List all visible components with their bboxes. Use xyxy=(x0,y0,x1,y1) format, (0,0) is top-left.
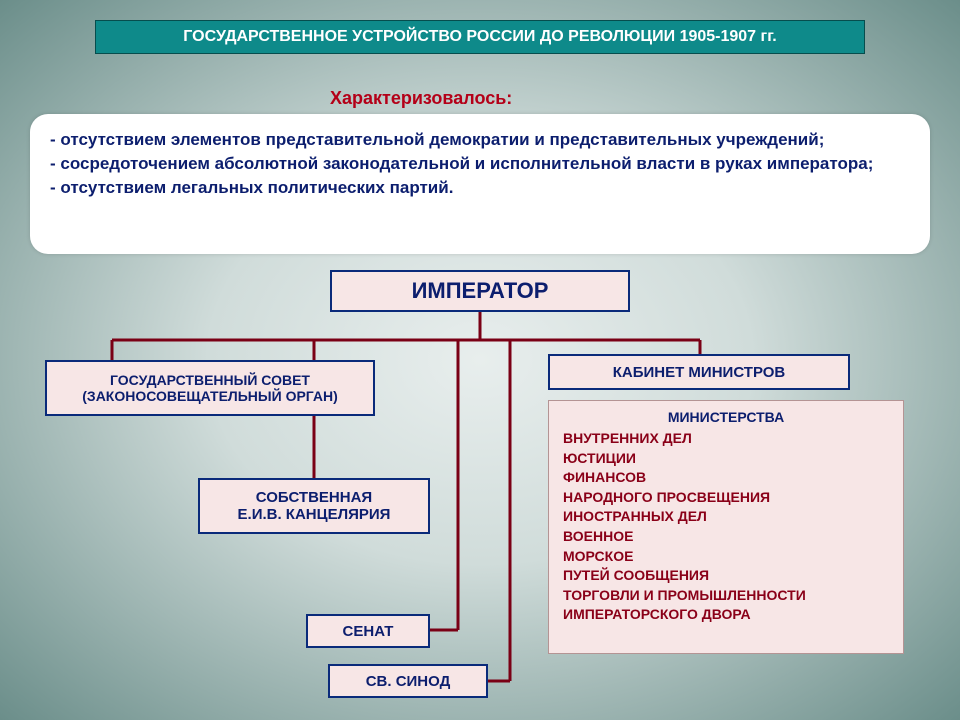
ministries-box: МИНИСТЕРСТВА ВНУТРЕННИХ ДЕЛЮСТИЦИИФИНАНС… xyxy=(548,400,904,654)
node-label: СВ. СИНОД xyxy=(366,673,451,690)
node-label: ГОСУДАРСТВЕННЫЙ СОВЕТ xyxy=(110,372,310,388)
ministries-list: ВНУТРЕННИХ ДЕЛЮСТИЦИИФИНАНСОВНАРОДНОГО П… xyxy=(563,429,889,625)
ministry-item: ИМПЕРАТОРСКОГО ДВОРА xyxy=(563,605,889,625)
node-chancery: СОБСТВЕННАЯЕ.И.В. КАНЦЕЛЯРИЯ xyxy=(198,478,430,534)
title-banner: ГОСУДАРСТВЕННОЕ УСТРОЙСТВО РОССИИ ДО РЕВ… xyxy=(95,20,865,54)
node-label: ИМПЕРАТОР xyxy=(412,278,549,304)
node-label-2: (ЗАКОНОСОВЕЩАТЕЛЬНЫЙ ОРГАН) xyxy=(82,388,337,404)
node-state-council: ГОСУДАРСТВЕННЫЙ СОВЕТ(ЗАКОНОСОВЕЩАТЕЛЬНЫ… xyxy=(45,360,375,416)
char-line: - сосредоточением абсолютной законодател… xyxy=(50,152,910,176)
ministry-item: НАРОДНОГО ПРОСВЕЩЕНИЯ xyxy=(563,488,889,508)
char-box: - отсутствием элементов представительной… xyxy=(30,114,930,254)
ministry-item: ИНОСТРАННЫХ ДЕЛ xyxy=(563,507,889,527)
node-label-2: Е.И.В. КАНЦЕЛЯРИЯ xyxy=(238,506,391,523)
char-heading-text: Характеризовалось: xyxy=(330,88,512,108)
node-label: СОБСТВЕННАЯ xyxy=(256,489,372,506)
node-label: СЕНАТ xyxy=(343,623,394,640)
node-emperor: ИМПЕРАТОР xyxy=(330,270,630,312)
ministry-item: ВОЕННОЕ xyxy=(563,527,889,547)
node-senate: СЕНАТ xyxy=(306,614,430,648)
ministry-item: МОРСКОЕ xyxy=(563,547,889,567)
title-text: ГОСУДАРСТВЕННОЕ УСТРОЙСТВО РОССИИ ДО РЕВ… xyxy=(183,28,776,46)
ministry-item: ФИНАНСОВ xyxy=(563,468,889,488)
ministries-header: МИНИСТЕРСТВА xyxy=(563,409,889,425)
node-label: КАБИНЕТ МИНИСТРОВ xyxy=(613,364,786,381)
char-line: - отсутствием легальных политических пар… xyxy=(50,176,910,200)
ministry-item: ЮСТИЦИИ xyxy=(563,449,889,469)
ministry-item: ТОРГОВЛИ И ПРОМЫШЛЕННОСТИ xyxy=(563,586,889,606)
node-cabinet: КАБИНЕТ МИНИСТРОВ xyxy=(548,354,850,390)
char-line: - отсутствием элементов представительной… xyxy=(50,128,910,152)
ministry-item: ПУТЕЙ СООБЩЕНИЯ xyxy=(563,566,889,586)
ministry-item: ВНУТРЕННИХ ДЕЛ xyxy=(563,429,889,449)
node-synod: СВ. СИНОД xyxy=(328,664,488,698)
char-heading: Характеризовалось: xyxy=(330,88,512,109)
